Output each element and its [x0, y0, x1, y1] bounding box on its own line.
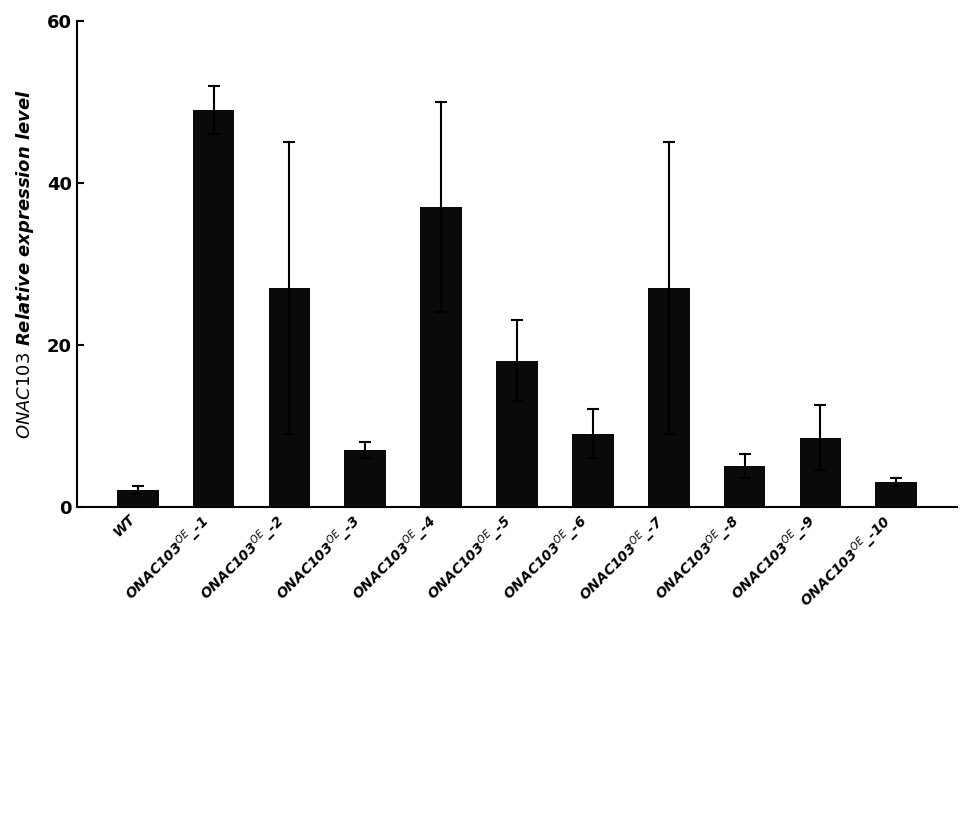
Bar	[496, 361, 538, 507]
Bar	[723, 466, 765, 507]
Bar	[420, 207, 462, 507]
Bar	[117, 490, 158, 507]
Bar	[876, 482, 917, 507]
Bar	[192, 110, 234, 507]
Y-axis label: $ONAC103$ Relative expression level: $ONAC103$ Relative expression level	[14, 89, 36, 439]
Bar	[345, 450, 386, 507]
Bar	[572, 434, 614, 507]
Bar	[648, 288, 689, 507]
Bar	[799, 438, 841, 507]
Bar	[269, 288, 311, 507]
